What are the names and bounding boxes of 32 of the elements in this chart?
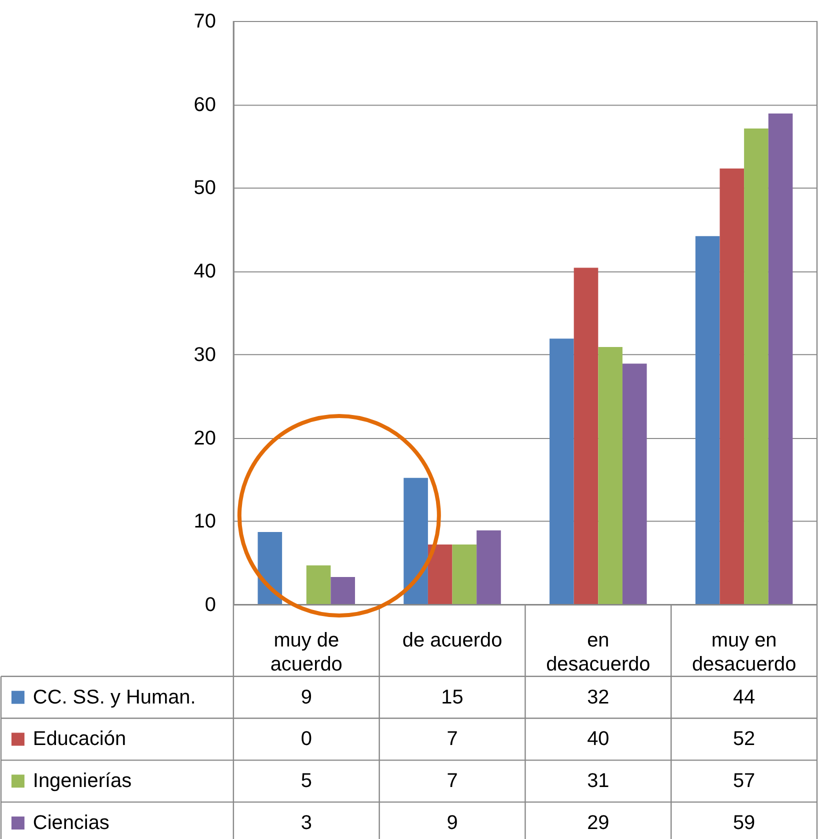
x-tick-label: muy de acuerdo (270, 629, 342, 676)
data-label: 59 (732, 812, 756, 834)
data-label: 9 (446, 812, 458, 834)
y-tick-label: 40 (194, 260, 216, 283)
legend-label: Ingenierías (32, 770, 132, 792)
y-tick-label: 0 (204, 594, 216, 616)
data-label: 52 (732, 728, 756, 750)
data-label: 31 (587, 770, 610, 792)
y-tick-label: 60 (194, 94, 216, 116)
data-label: 0 (300, 728, 312, 750)
y-tick-label: 50 (194, 177, 216, 200)
x-tick-label: en desacuerdo (546, 629, 650, 676)
data-label: 9 (300, 686, 312, 708)
y-tick-label: 10 (194, 510, 216, 533)
legend-label: Educación (32, 728, 126, 750)
legend-label: CC. SS. y Human. (32, 686, 196, 708)
data-label: 57 (732, 770, 756, 792)
data-label: 5 (300, 770, 312, 792)
legend-label: Ciencias (32, 812, 110, 834)
data-label: 7 (446, 770, 458, 792)
data-label: 29 (587, 812, 610, 834)
data-label: 15 (441, 686, 464, 708)
data-label: 32 (587, 686, 610, 708)
y-tick-label: 30 (194, 344, 216, 366)
data-label: 3 (300, 812, 312, 834)
x-tick-label: de acuerdo (402, 629, 502, 652)
y-tick-label: 20 (194, 427, 216, 450)
y-tick-label: 70 (194, 10, 216, 32)
data-label: 44 (732, 686, 756, 708)
data-label: 7 (446, 728, 458, 750)
x-tick-label: muy en desacuerdo (692, 629, 796, 676)
data-label: 40 (587, 728, 610, 750)
